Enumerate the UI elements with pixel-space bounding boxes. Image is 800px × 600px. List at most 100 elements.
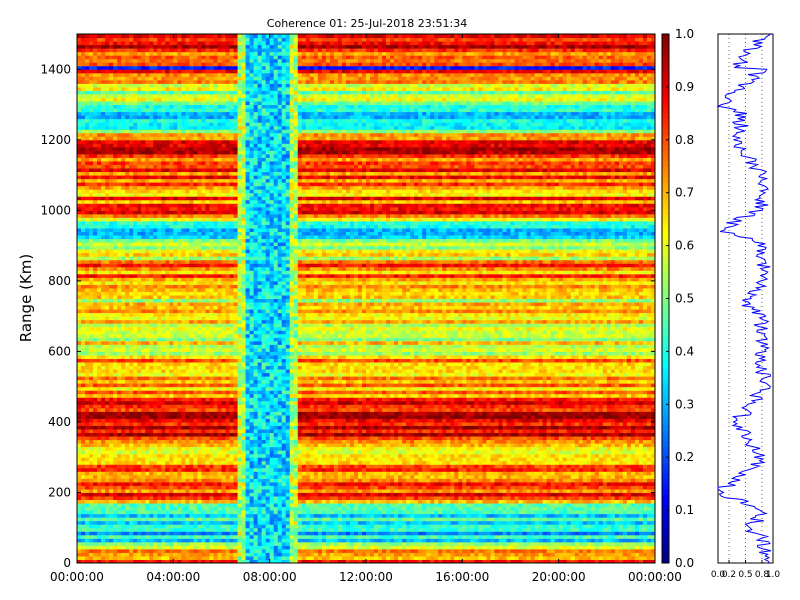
heatmap-cell: [498, 450, 503, 455]
heatmap-cell: [97, 517, 102, 522]
heatmap-cell: [209, 488, 214, 493]
heatmap-cell: [117, 545, 122, 550]
heatmap-cell: [109, 450, 114, 455]
heatmap-cell: [518, 446, 524, 451]
heatmap-cell: [229, 541, 235, 546]
heatmap-cell: [301, 513, 307, 518]
heatmap-cell: [213, 524, 218, 529]
heatmap-cell: [374, 453, 379, 458]
heatmap-cell: [249, 457, 255, 462]
heatmap-cell: [526, 506, 532, 511]
heatmap-cell: [309, 524, 315, 529]
heatmap-cell: [378, 510, 383, 515]
heatmap-cell: [586, 495, 592, 501]
heatmap-cell: [289, 488, 295, 493]
heatmap-cell: [169, 545, 174, 550]
heatmap-cell: [414, 460, 419, 465]
heatmap-cell: [542, 464, 548, 469]
heatmap-cell: [213, 492, 218, 497]
heatmap-cell: [510, 460, 516, 465]
heatmap-cell: [514, 513, 520, 518]
heatmap-cell: [113, 488, 118, 493]
heatmap-cell: [426, 538, 431, 543]
heatmap-cell: [382, 559, 387, 564]
heatmap-cell: [265, 513, 271, 518]
heatmap-cell: [185, 471, 190, 476]
heatmap-cell: [546, 492, 552, 497]
heatmap-cell: [458, 527, 463, 532]
heatmap-cell: [586, 527, 592, 532]
heatmap-cell: [169, 443, 174, 448]
heatmap-cell: [237, 545, 243, 550]
heatmap-cell: [97, 460, 102, 465]
heatmap-cell: [133, 527, 138, 532]
heatmap-cell: [622, 478, 628, 483]
heatmap-cell: [353, 510, 359, 515]
heatmap-cell: [289, 513, 295, 518]
heatmap-cell: [297, 541, 303, 546]
heatmap-cell: [157, 495, 162, 501]
heatmap-cell: [137, 460, 142, 465]
heatmap-cell: [97, 481, 102, 486]
heatmap-cell: [634, 495, 640, 501]
heatmap-cell: [406, 439, 411, 444]
heatmap-cell: [133, 541, 138, 546]
heatmap-cell: [534, 453, 540, 458]
heatmap-cell: [458, 464, 463, 469]
heatmap-cell: [438, 520, 443, 525]
heatmap-cell: [85, 548, 90, 553]
heatmap-cell: [578, 534, 584, 539]
heatmap-cell: [506, 464, 511, 469]
heatmap-cell: [470, 527, 475, 532]
heatmap-cell: [133, 510, 138, 515]
heatmap-cell: [402, 510, 407, 515]
heatmap-cell: [562, 538, 568, 543]
heatmap-cell: [442, 464, 447, 469]
heatmap-cell: [153, 503, 158, 508]
heatmap-cell: [450, 478, 455, 483]
heatmap-cell: [438, 485, 443, 490]
heatmap-cell: [410, 481, 415, 486]
heatmap-cell: [77, 464, 82, 469]
heatmap-cell: [257, 524, 263, 529]
heatmap-cell: [574, 548, 580, 553]
heatmap-cell: [173, 510, 178, 515]
heatmap-cell: [438, 492, 443, 497]
heatmap-cell: [105, 478, 110, 483]
heatmap-cell: [590, 474, 596, 479]
heatmap-cell: [622, 446, 628, 451]
heatmap-cell: [554, 520, 560, 525]
heatmap-cell: [333, 474, 339, 479]
heatmap-cell: [293, 506, 299, 511]
heatmap-cell: [301, 464, 307, 469]
heatmap-cell: [217, 460, 222, 465]
heatmap-cell: [438, 481, 443, 486]
heatmap-cell: [81, 531, 86, 536]
heatmap-cell: [281, 443, 287, 448]
heatmap-cell: [253, 559, 259, 564]
heatmap-cell: [145, 548, 150, 553]
heatmap-cell: [434, 453, 439, 458]
heatmap-cell: [297, 517, 303, 522]
heatmap-cell: [257, 492, 263, 497]
heatmap-cell: [81, 559, 86, 564]
heatmap-cell: [642, 541, 648, 546]
heatmap-cell: [514, 450, 520, 455]
heatmap-cell: [145, 457, 150, 462]
heatmap-cell: [374, 538, 379, 543]
heatmap-cell: [277, 541, 283, 546]
heatmap-cell: [646, 534, 652, 539]
heatmap-cell: [370, 471, 375, 476]
heatmap-cell: [638, 548, 644, 553]
heatmap-cell: [442, 548, 447, 553]
heatmap-cell: [233, 446, 239, 451]
heatmap-cell: [502, 541, 507, 546]
heatmap-cell: [93, 453, 98, 458]
heatmap-cell: [470, 443, 475, 448]
heatmap-cell: [109, 510, 114, 515]
heatmap-cell: [289, 545, 295, 550]
heatmap-cell: [598, 559, 604, 564]
heatmap-cell: [181, 443, 186, 448]
heatmap-cell: [610, 506, 616, 511]
heatmap-cell: [518, 559, 524, 564]
